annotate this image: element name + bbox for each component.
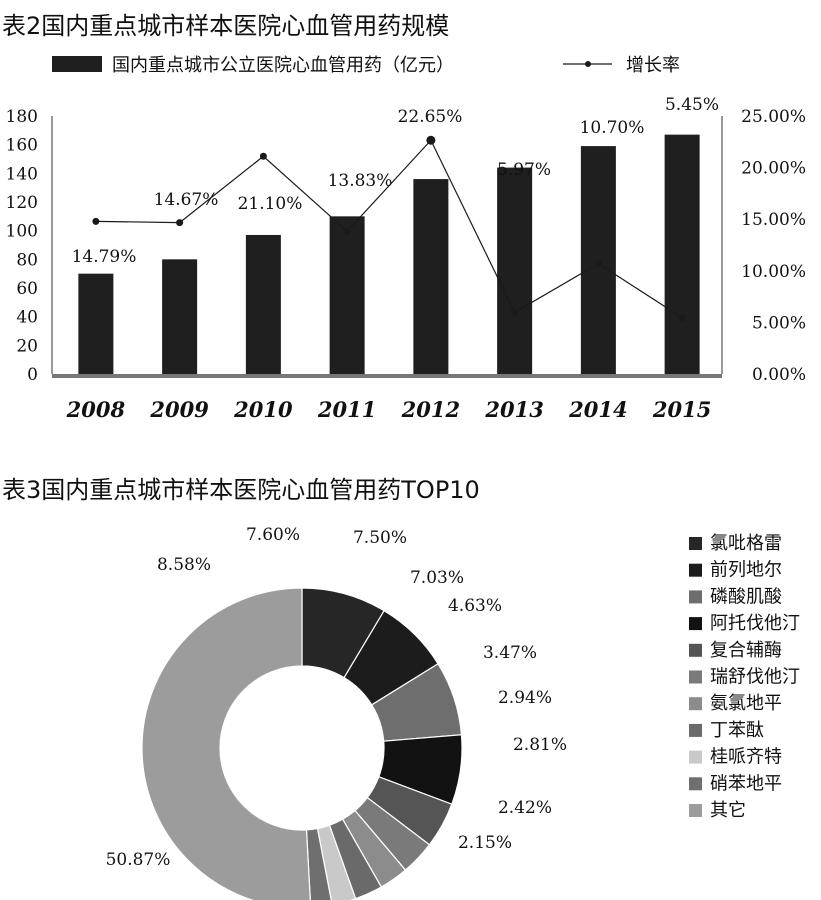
y-tick-label: 100 — [6, 222, 38, 242]
legend-label-丁苯酞: 丁苯酞 — [710, 720, 764, 741]
legend-bar-label: 国内重点城市公立医院心血管用药（亿元） — [112, 55, 454, 76]
legend-swatch-前列地尔 — [689, 563, 702, 577]
y-tick-label: 60 — [16, 279, 38, 299]
y2-tick-label: 5.00% — [752, 313, 806, 333]
y2-tick-label: 10.00% — [741, 262, 806, 282]
x-tick-label: 2008 — [66, 397, 126, 422]
legend-swatch-桂哌齐特 — [689, 750, 702, 764]
y-tick-label: 160 — [6, 136, 38, 156]
bar-2009 — [162, 259, 198, 374]
growth-data-label: 14.67% — [154, 190, 219, 210]
bar-2014 — [580, 146, 616, 374]
legend-label-磷酸肌酸: 磷酸肌酸 — [710, 586, 782, 607]
x-tick-label: 2011 — [317, 397, 376, 422]
y2-tick-label: 0.00% — [752, 365, 806, 385]
legend-label-氯吡格雷: 氯吡格雷 — [710, 533, 782, 554]
x-axis-baseline — [52, 374, 722, 378]
growth-point — [678, 314, 686, 322]
x-tick-label: 2010 — [233, 397, 293, 422]
y-tick-label: 180 — [6, 107, 38, 127]
growth-point — [176, 219, 184, 227]
donut-value-label: 2.42% — [498, 798, 552, 818]
legend-swatch-复合辅酶 — [689, 643, 702, 657]
legend-bar-swatch — [52, 56, 102, 72]
legend-swatch-瑞舒伐他汀 — [689, 670, 702, 684]
bar-2008 — [78, 273, 114, 374]
legend-label-桂哌齐特: 桂哌齐特 — [710, 747, 782, 768]
y2-tick-label: 20.00% — [741, 159, 806, 179]
growth-data-label: 5.97% — [497, 160, 551, 180]
bar-2011 — [329, 216, 365, 374]
bar-line-chart: 国内重点城市公立医院心血管用药（亿元） 增长率 0 20 40 60 80 100 120 140… — [6, 55, 806, 422]
growth-point — [511, 308, 519, 316]
x-tick-label: 2012 — [401, 397, 460, 422]
legend-label-硝苯地平: 硝苯地平 — [710, 773, 782, 794]
growth-data-label: 14.79% — [72, 247, 137, 267]
growth-point — [426, 135, 436, 145]
donut-chart: 8.58% 7.60% 7.50%7.03% 4.63% 3.47% 2.94% 2.81%… — [106, 525, 800, 900]
bar-2015 — [664, 134, 700, 374]
y-tick-label: 120 — [6, 193, 38, 213]
y2-tick-label: 25.00% — [741, 107, 806, 127]
legend-swatch-硝苯地平 — [689, 777, 702, 791]
donut-value-label: 50.87% — [106, 850, 171, 870]
growth-point — [92, 217, 100, 225]
donut-value-label: 7.03% — [410, 568, 464, 588]
legend-line-marker — [585, 61, 591, 67]
donut-slice-其它 — [141, 587, 311, 900]
donut-value-label: 2.94% — [498, 688, 552, 708]
growth-data-label: 5.45% — [665, 95, 719, 115]
y-tick-label: 140 — [6, 164, 38, 184]
x-tick-label: 2015 — [652, 397, 711, 422]
donut-chart-title: 表3国内重点城市样本医院心血管用药TOP10 — [2, 476, 480, 504]
growth-data-label: 21.10% — [238, 194, 303, 214]
donut-value-label: 4.63% — [448, 596, 502, 616]
donut-value-label: 3.47% — [483, 643, 537, 663]
x-tick-label: 2014 — [568, 397, 627, 422]
donut-value-label: 7.50% — [353, 528, 407, 548]
growth-data-label: 13.83% — [328, 171, 393, 191]
growth-point — [594, 260, 602, 268]
bar-2010 — [245, 234, 281, 374]
legend-label-阿托伐他汀: 阿托伐他汀 — [710, 613, 800, 634]
legend-label-瑞舒伐他汀: 瑞舒伐他汀 — [710, 667, 800, 688]
donut-value-label: 2.81% — [513, 735, 567, 755]
y-tick-label: 20 — [16, 336, 38, 356]
growth-data-label: 22.65% — [398, 107, 463, 127]
legend-swatch-氯吡格雷 — [689, 537, 702, 550]
growth-data-label: 10.70% — [580, 118, 645, 138]
growth-point — [343, 227, 351, 235]
growth-point — [259, 152, 267, 160]
legend-swatch-其它 — [689, 804, 702, 817]
x-tick-label: 2013 — [484, 397, 543, 422]
bar-chart-title: 表2国内重点城市样本医院心血管用药规模 — [2, 12, 450, 40]
legend-swatch-丁苯酞 — [689, 723, 702, 737]
donut-value-label: 8.58% — [157, 555, 211, 575]
legend-swatch-阿托伐他汀 — [689, 617, 702, 631]
y2-tick-label: 15.00% — [741, 210, 806, 230]
bar-2012 — [413, 179, 449, 374]
y-tick-label: 40 — [16, 308, 38, 328]
donut-value-label: 7.60% — [246, 525, 300, 545]
y-tick-label: 80 — [16, 250, 38, 270]
legend-label-复合辅酶: 复合辅酶 — [710, 640, 782, 661]
legend-swatch-磷酸肌酸 — [689, 590, 702, 604]
legend-label-氨氯地平: 氨氯地平 — [710, 693, 782, 714]
x-tick-label: 2009 — [149, 397, 209, 422]
donut-value-label: 2.15% — [458, 833, 512, 853]
legend-label-其它: 其它 — [710, 800, 746, 821]
bar-2013 — [497, 167, 533, 374]
legend-swatch-氨氯地平 — [689, 697, 702, 711]
legend-line-label: 增长率 — [626, 55, 680, 76]
y-tick-label: 0 — [27, 365, 38, 385]
growth-rate-line — [95, 139, 683, 319]
legend-label-前列地尔: 前列地尔 — [710, 560, 782, 581]
